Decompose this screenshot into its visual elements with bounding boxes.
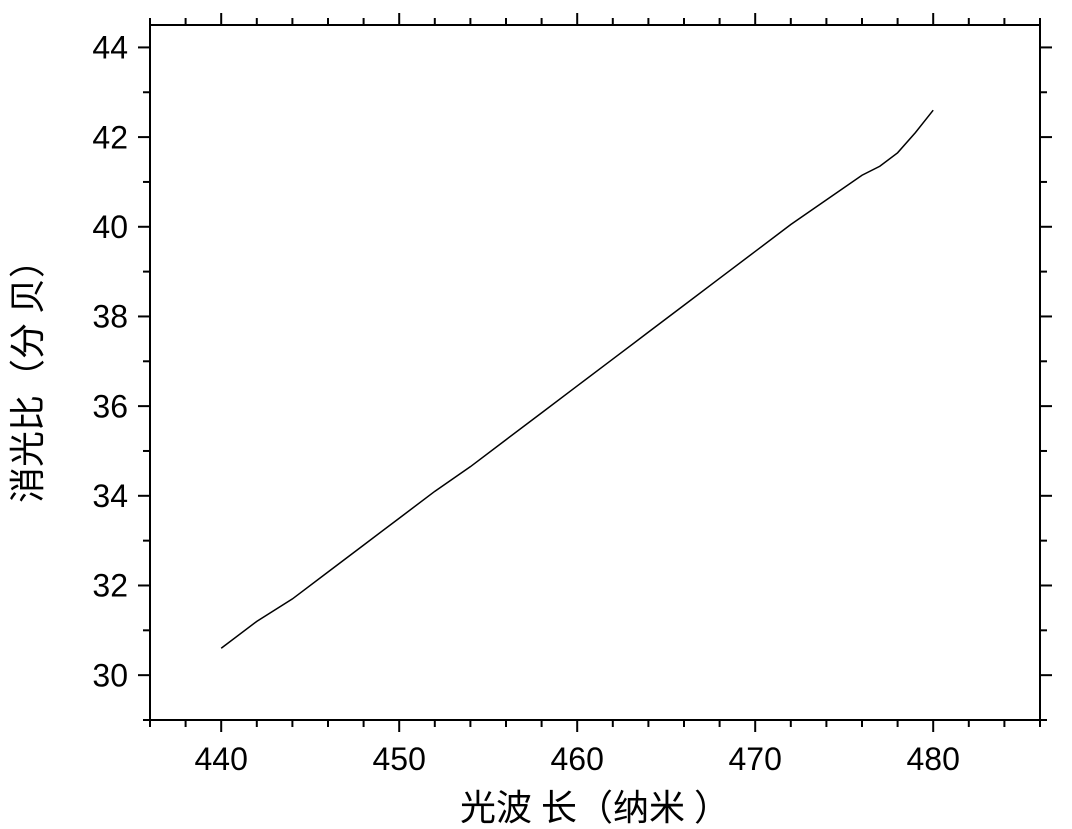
x-tick-label: 440 [195,741,248,777]
x-tick-label: 450 [373,741,426,777]
line-chart: 440 450 460 470 480 30 32 34 36 38 40 42 44 光波 长（纳米 ）… [0,0,1072,829]
y-tick-label: 34 [92,478,128,514]
x-tick-label: 470 [729,741,782,777]
y-tick-label: 36 [92,388,128,424]
y-tick-label: 30 [92,657,128,693]
y-tick-label: 32 [92,568,128,604]
y-tick-label: 44 [92,30,128,66]
x-tick-label: 480 [907,741,960,777]
y-tick-label: 42 [92,119,128,155]
y-tick-label: 38 [92,299,128,335]
x-axis-label: 光波 长（纳米 ） [460,788,730,828]
chart-container: 440 450 460 470 480 30 32 34 36 38 40 42 44 光波 长（纳米 ）… [0,0,1072,829]
y-axis-label: 消光比（分 贝） [8,242,48,503]
data-series-line [221,110,933,648]
y-tick-label: 40 [92,209,128,245]
x-tick-label: 460 [551,741,604,777]
